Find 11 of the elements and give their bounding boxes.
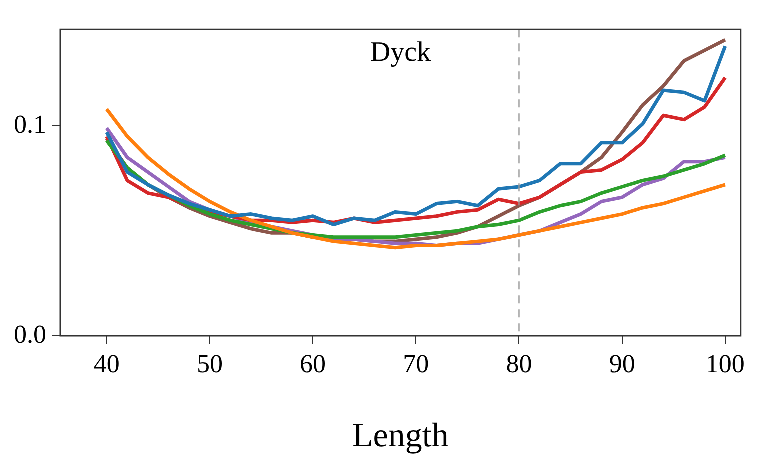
x-tick-label: 80 bbox=[506, 349, 532, 378]
y-tick-label: 0.1 bbox=[14, 110, 46, 139]
x-tick-label: 40 bbox=[94, 349, 120, 378]
x-tick-label: 90 bbox=[609, 349, 636, 378]
annotation: Dyck bbox=[370, 36, 432, 68]
y-tick-label: 0.0 bbox=[14, 320, 46, 349]
x-tick-label: 70 bbox=[403, 349, 430, 378]
x-tick-label: 60 bbox=[300, 349, 326, 378]
x-tick-label: 50 bbox=[196, 349, 223, 378]
x-axis-title: Length bbox=[352, 418, 449, 455]
x-tick-label: 100 bbox=[706, 349, 745, 378]
